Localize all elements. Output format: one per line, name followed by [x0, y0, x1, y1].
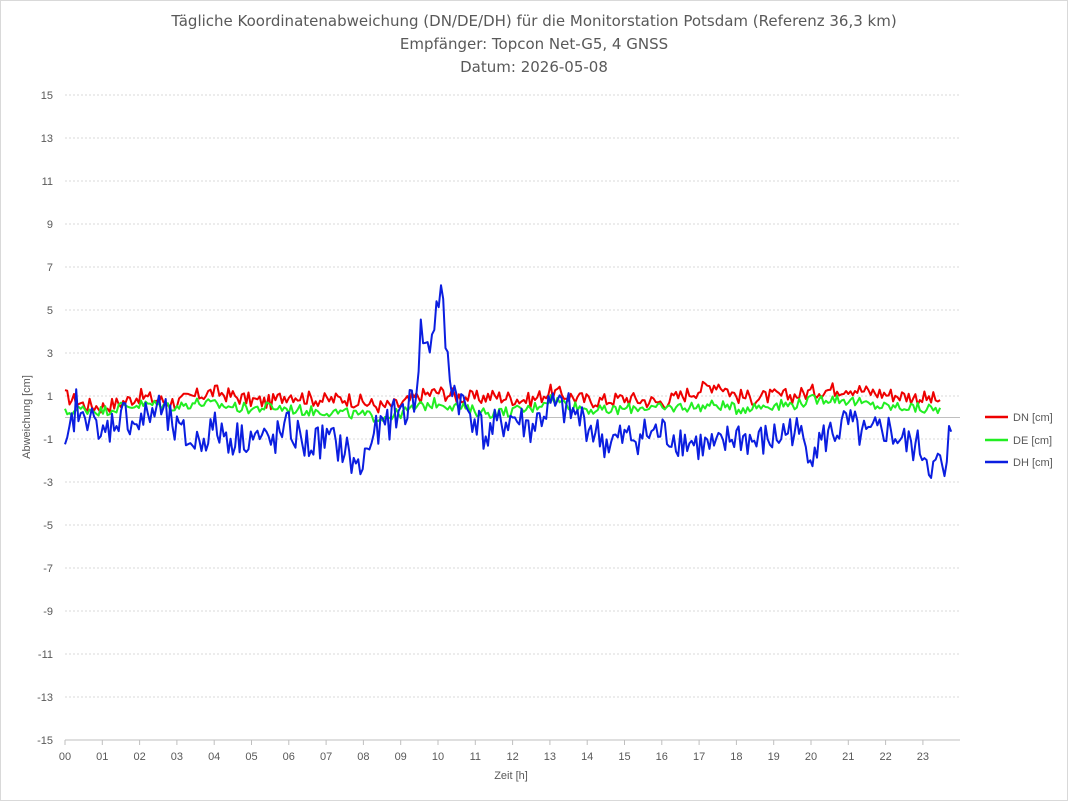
legend-label-dn: DN [cm]	[1013, 412, 1053, 424]
x-tick-label: 23	[917, 751, 929, 763]
y-tick-label: -5	[43, 520, 53, 532]
tick-labels: 15 13 11 9 7 5 3 1 -1 -3 -5 -7 -9 -11 -13 -15 00 01 02 03 04…	[37, 90, 929, 763]
x-tick-label: 18	[730, 751, 742, 763]
y-tick-label: -3	[43, 477, 53, 489]
chart-subtitle-date: Datum: 2026-05-08	[460, 58, 608, 76]
x-tick-label: 19	[768, 751, 780, 763]
x-tick-label: 00	[59, 751, 71, 763]
series-layer	[64, 284, 953, 479]
y-tick-label: -11	[38, 649, 53, 661]
x-tick-label: 10	[432, 751, 444, 763]
grid-lines	[64, 94, 960, 745]
y-tick-label: 9	[47, 219, 53, 231]
x-tick-label: 16	[656, 751, 668, 763]
series-line-de	[64, 393, 942, 423]
y-tick-label: -1	[43, 434, 53, 446]
legend: DN [cm] DE [cm] DH [cm]	[985, 412, 1053, 469]
y-tick-label: -13	[37, 692, 53, 704]
x-tick-label: 12	[506, 751, 518, 763]
legend-label-dh: DH [cm]	[1013, 457, 1053, 469]
chart-subtitle-receiver: Empfänger: Topcon Net-G5, 4 GNSS	[399, 35, 669, 53]
x-tick-label: 21	[842, 751, 854, 763]
y-tick-label: -9	[43, 606, 53, 618]
y-axis-title: Abweichung [cm]	[21, 375, 33, 459]
y-tick-label: 3	[47, 348, 53, 360]
x-tick-label: 05	[245, 751, 257, 763]
y-tick-label: 13	[41, 133, 53, 145]
x-tick-label: 07	[320, 751, 332, 763]
y-tick-label: 5	[47, 305, 53, 317]
x-tick-label: 02	[133, 751, 145, 763]
x-axis-title: Zeit [h]	[494, 770, 528, 782]
y-tick-label: -7	[43, 563, 53, 575]
legend-label-de: DE [cm]	[1013, 435, 1052, 447]
y-tick-label: 15	[41, 90, 53, 102]
chart-title: Tägliche Koordinatenabweichung (DN/DE/DH…	[171, 12, 897, 30]
y-tick-label: -15	[37, 735, 53, 747]
x-tick-label: 13	[544, 751, 556, 763]
x-tick-label: 22	[879, 751, 891, 763]
series-line-dn	[64, 380, 941, 414]
x-tick-label: 17	[693, 751, 705, 763]
x-tick-label: 03	[171, 751, 183, 763]
x-tick-label: 09	[395, 751, 407, 763]
x-tick-label: 14	[581, 751, 593, 763]
x-tick-label: 15	[618, 751, 630, 763]
x-tick-label: 04	[208, 751, 220, 763]
y-tick-label: 7	[47, 262, 53, 274]
x-tick-label: 20	[805, 751, 817, 763]
y-tick-label: 1	[47, 391, 53, 403]
series-line-dh	[64, 284, 953, 479]
x-tick-label: 11	[470, 751, 481, 763]
x-tick-label: 06	[283, 751, 295, 763]
x-tick-label: 01	[96, 751, 108, 763]
y-tick-label: 11	[42, 176, 53, 188]
x-tick-label: 08	[357, 751, 369, 763]
